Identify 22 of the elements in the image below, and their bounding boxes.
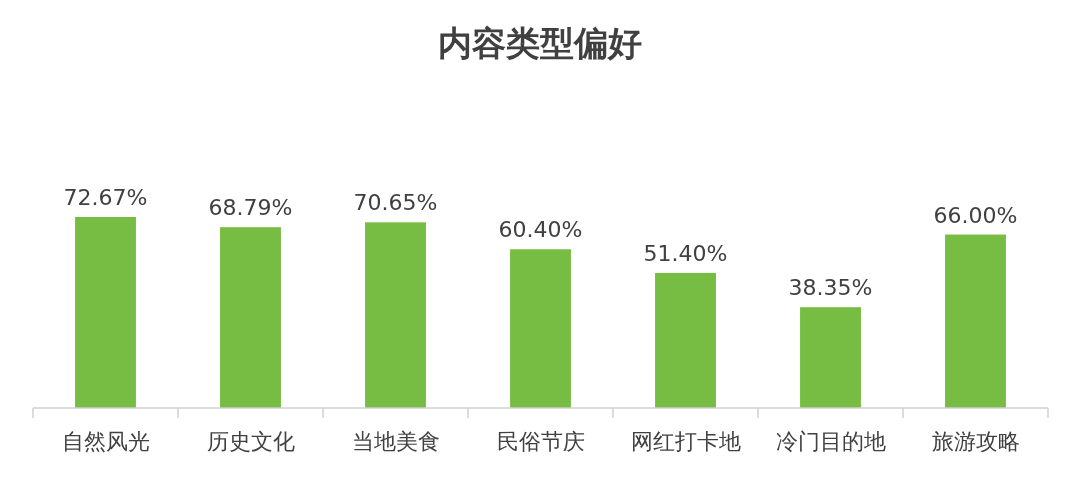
x-tick-label: 民俗节庆 <box>496 429 585 454</box>
data-label: 51.40% <box>643 240 728 266</box>
data-label: 68.79% <box>208 195 293 221</box>
data-label: 72.67% <box>63 185 148 210</box>
x-tick-label: 冷门目的地 <box>775 429 886 454</box>
chart-title: 内容类型偏好 <box>438 23 642 63</box>
data-label: 60.40% <box>498 217 583 243</box>
x-tick-label: 历史文化 <box>206 429 295 454</box>
data-label: 38.35% <box>788 275 873 301</box>
bar <box>800 307 861 408</box>
x-tick-label: 旅游攻略 <box>931 429 1020 454</box>
data-label: 66.00% <box>933 202 1018 228</box>
x-tick-label: 当地美食 <box>351 429 440 454</box>
bar <box>75 217 136 408</box>
data-label: 70.65% <box>353 190 438 216</box>
bar <box>220 227 281 408</box>
x-tick-label: 网红打卡地 <box>630 429 741 454</box>
x-tick-label: 自然风光 <box>61 429 150 454</box>
bar <box>945 234 1006 408</box>
bar <box>510 249 571 408</box>
bar <box>365 222 426 408</box>
bar <box>655 272 716 408</box>
